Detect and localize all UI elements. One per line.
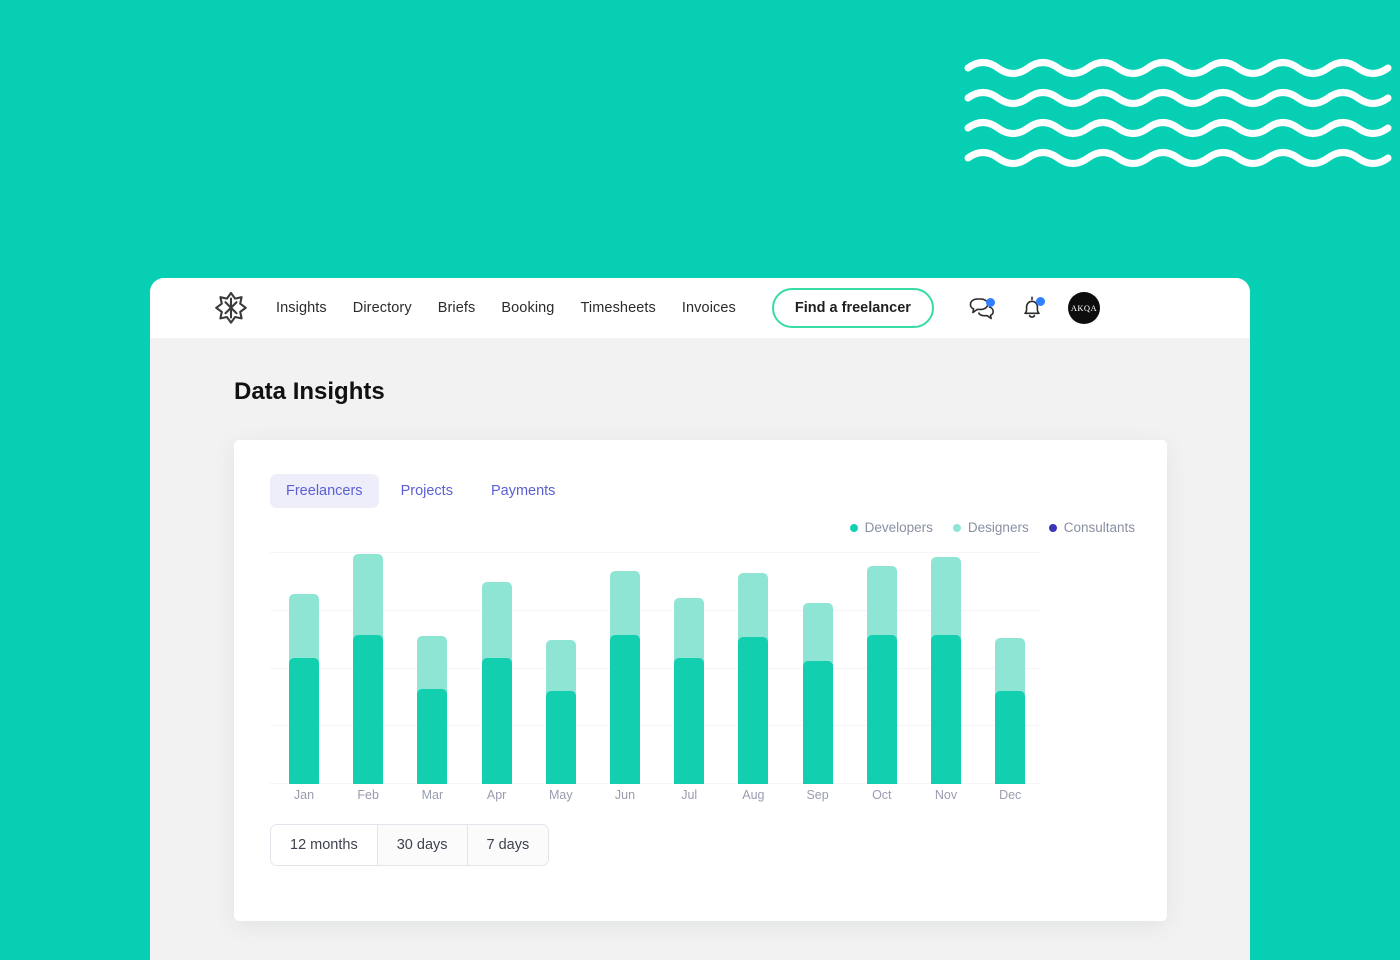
bar-column-aug[interactable] bbox=[738, 572, 769, 784]
bar-segment-designers bbox=[674, 598, 705, 664]
top-navigation-bar: Insights Directory Briefs Booking Timesh… bbox=[150, 278, 1250, 338]
range-button-7-days[interactable]: 7 days bbox=[467, 825, 549, 865]
bar-segment-developers bbox=[995, 690, 1026, 784]
legend-label: Developers bbox=[864, 520, 933, 535]
bar-segment-designers bbox=[545, 640, 576, 696]
bar-segment-developers bbox=[738, 637, 769, 784]
bar-column-mar[interactable] bbox=[417, 635, 448, 784]
bar-segment-designers bbox=[738, 572, 769, 643]
bar-segment-developers bbox=[481, 658, 512, 784]
legend-color-dot bbox=[1048, 523, 1057, 532]
x-axis-label-mar: Mar bbox=[421, 788, 444, 802]
chart-gridline bbox=[270, 552, 1040, 553]
data-insights-card: Freelancers Projects Payments Developers… bbox=[234, 440, 1167, 921]
x-axis-label-oct: Oct bbox=[872, 788, 892, 802]
chat-notification-badge bbox=[985, 298, 995, 307]
bar-chart-x-axis: Jan Feb Mar Apr May Jun Jul Aug Sep Oct Nov Dec bbox=[270, 788, 1040, 810]
tab-payments[interactable]: Payments bbox=[490, 483, 556, 499]
bar-segment-designers bbox=[931, 556, 961, 641]
x-axis-label-aug: Aug bbox=[742, 788, 765, 802]
bar-segment-developers bbox=[289, 658, 319, 784]
nav-link-directory[interactable]: Directory bbox=[352, 300, 412, 316]
primary-nav-links: Insights Directory Briefs Booking Timesh… bbox=[276, 300, 736, 316]
bar-segment-developers bbox=[802, 660, 833, 784]
bar-segment-designers bbox=[866, 565, 897, 641]
bar-column-apr[interactable] bbox=[481, 582, 512, 784]
nav-link-insights[interactable]: Insights bbox=[276, 300, 327, 316]
x-axis-label-jan: Jan bbox=[293, 788, 315, 802]
page-title: Data Insights bbox=[234, 378, 385, 405]
range-button-12-months[interactable]: 12 months bbox=[271, 825, 378, 865]
wavy-lines-icon bbox=[964, 59, 1392, 167]
chat-bubbles-icon[interactable] bbox=[966, 293, 996, 323]
bar-segment-designers bbox=[353, 554, 384, 641]
bar-chart-plot-area bbox=[270, 552, 1040, 784]
bar-segment-designers bbox=[802, 603, 833, 666]
legend-color-dot bbox=[849, 523, 858, 532]
x-axis-label-nov: Nov bbox=[934, 788, 958, 802]
legend-item-developers[interactable]: Developers bbox=[849, 520, 933, 535]
tab-projects[interactable]: Projects bbox=[400, 483, 453, 499]
nav-link-invoices[interactable]: Invoices bbox=[681, 300, 736, 316]
bar-column-jun[interactable] bbox=[610, 570, 640, 784]
bar-segment-developers bbox=[674, 658, 705, 784]
x-axis-label-dec: Dec bbox=[999, 788, 1022, 802]
x-axis-label-may: May bbox=[548, 788, 573, 802]
bar-segment-designers bbox=[481, 582, 512, 664]
bar-segment-developers bbox=[610, 635, 640, 784]
user-avatar[interactable]: AKQA bbox=[1067, 292, 1100, 324]
find-a-freelancer-button[interactable]: Find a freelancer bbox=[771, 288, 934, 328]
chart-gridline bbox=[270, 783, 1040, 784]
bar-column-jan[interactable] bbox=[289, 593, 319, 784]
asterisk-star-logo-icon[interactable] bbox=[212, 289, 250, 327]
insights-tab-bar: Freelancers Projects Payments bbox=[234, 440, 1167, 508]
bar-segment-developers bbox=[545, 690, 576, 784]
nav-link-briefs[interactable]: Briefs bbox=[437, 300, 476, 316]
bar-column-oct[interactable] bbox=[866, 565, 897, 784]
wavy-lines-decoration bbox=[960, 50, 1400, 175]
bar-chart-legend: Developers Designers Consultants bbox=[849, 520, 1135, 535]
bar-segment-developers bbox=[866, 635, 897, 784]
legend-label: Designers bbox=[967, 520, 1029, 535]
bar-column-feb[interactable] bbox=[353, 554, 384, 784]
x-axis-label-apr: Apr bbox=[486, 788, 507, 802]
bar-segment-developers bbox=[353, 635, 384, 784]
bar-segment-designers bbox=[995, 637, 1026, 696]
bar-segment-designers bbox=[610, 570, 640, 641]
bar-column-sep[interactable] bbox=[802, 603, 833, 784]
legend-item-designers[interactable]: Designers bbox=[952, 520, 1029, 535]
tab-freelancers[interactable]: Freelancers bbox=[270, 474, 379, 508]
chart-gridline bbox=[270, 609, 1040, 611]
bar-column-may[interactable] bbox=[545, 640, 576, 784]
nav-link-booking[interactable]: Booking bbox=[501, 300, 555, 316]
legend-label: Consultants bbox=[1063, 520, 1135, 535]
nav-icon-group: AKQA bbox=[966, 292, 1100, 324]
nav-link-timesheets[interactable]: Timesheets bbox=[580, 300, 656, 316]
legend-item-consultants[interactable]: Consultants bbox=[1048, 520, 1135, 535]
x-axis-label-sep: Sep bbox=[806, 788, 829, 802]
bar-column-dec[interactable] bbox=[995, 637, 1026, 784]
bell-notification-badge bbox=[1035, 297, 1045, 306]
chart-gridline bbox=[270, 725, 1040, 727]
bar-segment-designers bbox=[289, 593, 319, 664]
bar-column-jul[interactable] bbox=[674, 598, 705, 784]
bell-icon[interactable] bbox=[1017, 293, 1047, 323]
bar-column-nov[interactable] bbox=[931, 556, 961, 784]
x-axis-label-feb: Feb bbox=[357, 788, 379, 802]
bar-segment-developers bbox=[417, 688, 448, 784]
legend-color-dot bbox=[952, 523, 961, 532]
time-range-button-group: 12 months 30 days 7 days bbox=[270, 824, 550, 866]
app-window: Insights Directory Briefs Booking Timesh… bbox=[150, 278, 1250, 960]
chart-gridline bbox=[270, 667, 1040, 669]
bar-segment-designers bbox=[417, 635, 448, 694]
range-button-30-days[interactable]: 30 days bbox=[377, 825, 468, 865]
x-axis-label-jun: Jun bbox=[614, 788, 636, 802]
bar-segment-developers bbox=[931, 635, 961, 784]
x-axis-label-jul: Jul bbox=[681, 788, 698, 802]
